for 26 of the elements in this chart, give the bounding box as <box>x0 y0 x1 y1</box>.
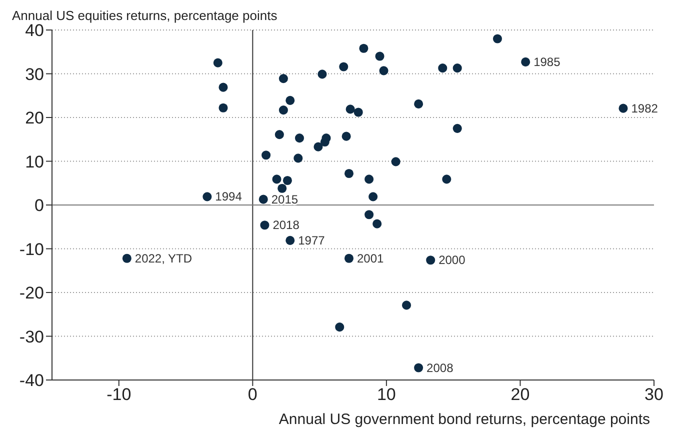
y-tick-label: -40 <box>19 371 44 390</box>
x-tick-label: 20 <box>510 385 530 404</box>
y-tick-label: 0 <box>34 196 44 216</box>
y-tick-label: 20 <box>25 108 44 128</box>
x-tick-label: -10 <box>106 385 132 404</box>
annotation: 1994 <box>215 190 242 204</box>
annotation: 2022, YTD <box>134 251 192 266</box>
annotation: 2008 <box>426 360 454 375</box>
y-tick-label: 30 <box>25 64 44 84</box>
x-tick-label: 10 <box>376 385 396 404</box>
annotation: 2000 <box>438 253 466 268</box>
chart-title: Annual US equities returns, percentage points <box>12 8 278 23</box>
y-tick-label: -10 <box>19 240 44 259</box>
y-tick-label: -20 <box>19 284 44 303</box>
annotation: 1985 <box>534 54 561 69</box>
y-tick-label: -30 <box>19 327 44 346</box>
annotation: 1982 <box>631 101 658 116</box>
annotation: 2015 <box>271 192 298 206</box>
y-tick-label: 40 <box>25 21 44 40</box>
annotation: 2018 <box>272 218 300 232</box>
annotation: 2001 <box>356 251 384 266</box>
x-tick-label: 0 <box>248 385 258 404</box>
x-tick-label: 30 <box>644 385 664 404</box>
x-axis-title: Annual US government bond returns, percentage points <box>278 411 650 428</box>
annotation: 1977 <box>298 233 326 248</box>
y-tick-label: 10 <box>25 152 44 172</box>
